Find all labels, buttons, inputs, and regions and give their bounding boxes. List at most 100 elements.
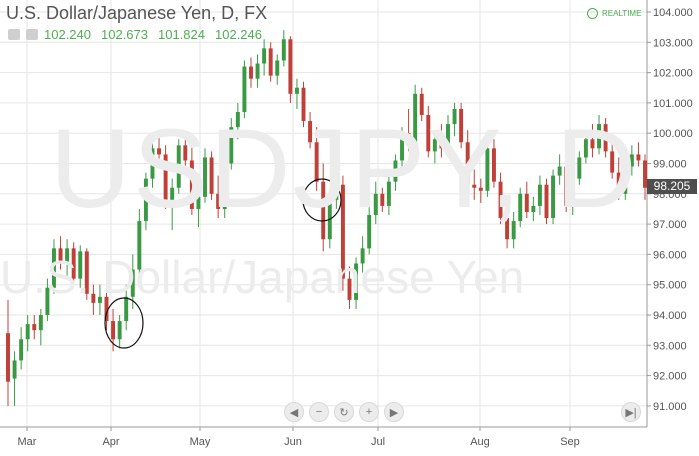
- candle-body: [616, 172, 621, 194]
- candle-body: [321, 181, 326, 240]
- y-tick-label: 102.000: [653, 68, 693, 80]
- y-tick-label: 100.000: [653, 128, 693, 140]
- candle-body: [472, 184, 477, 188]
- candle-body: [58, 248, 63, 264]
- candle-body: [373, 193, 378, 216]
- candle-body: [143, 178, 148, 222]
- scroll-end-icon[interactable]: ▶|: [621, 402, 641, 422]
- clock-icon: ◌: [587, 8, 598, 19]
- candle-body: [6, 333, 10, 382]
- candle-body: [511, 221, 516, 240]
- candle-body: [439, 139, 444, 149]
- candle-body: [249, 66, 253, 79]
- candle-body: [629, 154, 634, 167]
- candle-body: [340, 184, 345, 279]
- x-tick-label: Jun: [284, 436, 302, 448]
- y-tick-label: 101.000: [653, 98, 693, 110]
- candle-body: [12, 360, 17, 379]
- candle-body: [51, 248, 56, 288]
- candle-body: [432, 139, 437, 152]
- candle-body: [262, 48, 267, 64]
- back-icon[interactable]: ◀: [284, 402, 304, 422]
- candle-body: [229, 127, 234, 164]
- candle-body: [426, 115, 431, 152]
- candle-body: [524, 193, 529, 212]
- open-value: 102.240: [44, 27, 91, 42]
- zoom-in-icon[interactable]: +: [359, 402, 379, 422]
- y-tick-label: 94.000: [653, 310, 687, 322]
- candle-body: [551, 175, 556, 219]
- candle-body: [71, 248, 76, 279]
- x-tick-label: Jul: [371, 436, 385, 448]
- candle-body: [459, 108, 464, 143]
- candle-body: [603, 124, 608, 152]
- candle-body: [400, 133, 404, 161]
- candle-body: [65, 248, 70, 264]
- candle-body: [334, 184, 339, 200]
- y-tick-label: 99.000: [653, 159, 687, 171]
- candle-body: [590, 139, 595, 149]
- candle-body: [465, 142, 470, 185]
- candle-body: [564, 166, 569, 206]
- candle-body: [360, 248, 365, 264]
- candle-body: [183, 145, 188, 161]
- candle-body: [170, 187, 175, 200]
- candle-body: [203, 157, 207, 197]
- eye-icon[interactable]: [8, 29, 20, 40]
- candle-body: [216, 193, 221, 209]
- reset-icon[interactable]: ↻: [334, 402, 354, 422]
- candle-body: [610, 151, 615, 173]
- candle-body: [242, 66, 247, 112]
- candle-body: [196, 196, 201, 209]
- candle-body: [308, 121, 313, 143]
- forward-icon[interactable]: ▶: [384, 402, 404, 422]
- annotation-circle: [104, 297, 144, 349]
- candle-body: [235, 111, 240, 128]
- candle-body: [45, 287, 50, 315]
- chart-navigation: ◀ − ↻ + ▶: [284, 402, 404, 422]
- candle-body: [281, 39, 286, 61]
- y-tick-label: 104.000: [653, 7, 693, 19]
- candle-body: [176, 145, 181, 188]
- candle-body: [577, 157, 582, 179]
- candle-body: [636, 154, 641, 161]
- candle-body: [78, 251, 83, 279]
- candle-body: [597, 124, 602, 149]
- y-tick-label: 92.000: [653, 371, 687, 383]
- settings-icon[interactable]: [26, 29, 38, 40]
- candle-body: [130, 269, 135, 297]
- candle-body: [386, 181, 391, 206]
- realtime-label: REALTIME: [602, 9, 642, 18]
- zoom-out-icon[interactable]: −: [309, 402, 329, 422]
- candle-body: [157, 148, 162, 155]
- candle-body: [268, 48, 273, 76]
- candle-body: [583, 139, 588, 158]
- candle-body: [104, 296, 109, 322]
- candle-body: [91, 293, 96, 303]
- candle-body: [478, 187, 483, 191]
- candle-body: [505, 218, 510, 240]
- candle-body: [314, 142, 319, 182]
- candle-body: [189, 160, 194, 209]
- candle-body: [301, 87, 306, 122]
- candle-body: [643, 160, 647, 188]
- candle-body: [294, 87, 299, 94]
- candle-body: [446, 124, 450, 149]
- candle-body: [111, 321, 116, 340]
- symbol-watermark: USDJPY, D: [50, 106, 639, 231]
- y-tick-label: 95.000: [653, 280, 687, 292]
- candle-body: [354, 263, 359, 300]
- candle-body: [452, 108, 457, 125]
- last-price-label: 98.205: [647, 179, 697, 194]
- candle-body: [518, 193, 523, 222]
- candle-body: [531, 205, 536, 212]
- candle-body: [537, 184, 542, 206]
- candle-body: [557, 166, 562, 176]
- x-tick-label: May: [190, 436, 211, 448]
- chart-title: U.S. Dollar/Japanese Yen, D, FX: [6, 3, 268, 23]
- x-tick-label: Sep: [560, 436, 580, 448]
- candle-body: [623, 166, 628, 194]
- realtime-badge: ◌ REALTIME: [587, 8, 641, 19]
